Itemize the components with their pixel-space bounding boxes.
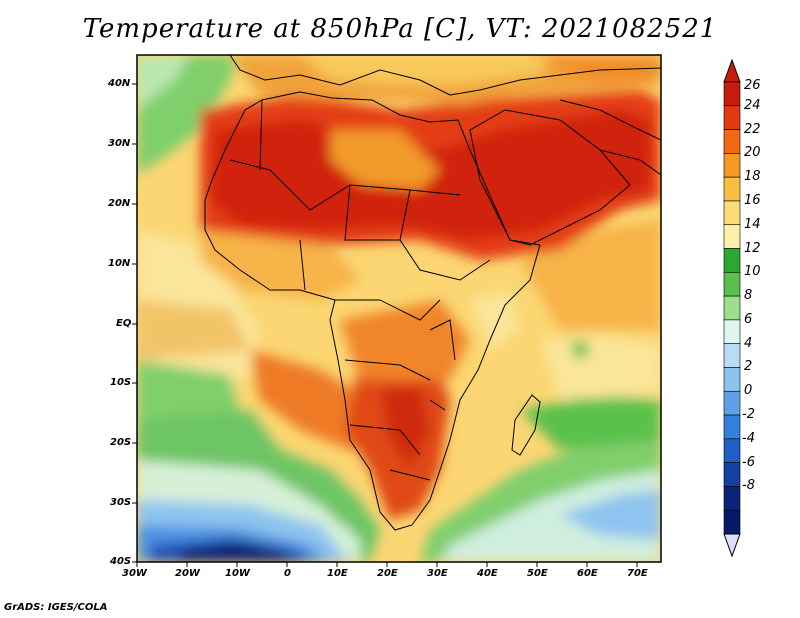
- lat-label-40n: 40N: [108, 78, 131, 89]
- lon-label-20w: 20W: [175, 568, 200, 579]
- colorbar-label: 10: [744, 264, 761, 280]
- colorbar-box: [723, 272, 741, 297]
- colorbar-label: 12: [744, 240, 761, 256]
- colorbar-label: 14: [744, 216, 761, 232]
- colorbar-label: 20: [744, 145, 761, 161]
- colorbar-label: -2: [742, 407, 755, 423]
- colorbar-box: [723, 176, 741, 202]
- lat-label-30n: 30N: [108, 138, 131, 149]
- colorbar-label: 8: [744, 288, 753, 304]
- footer-credit: GrADS: IGES/COLA: [4, 602, 108, 613]
- colorbar-box: [723, 224, 741, 249]
- colorbar-label: -6: [742, 454, 755, 470]
- lon-label-30w: 30W: [122, 568, 147, 579]
- colorbar-label: 6: [744, 311, 753, 327]
- lon-label-10e: 10E: [327, 568, 348, 579]
- lon-label-10w: 10W: [225, 568, 250, 579]
- colorbar-box: [723, 367, 741, 392]
- colorbar-box: [723, 200, 741, 226]
- lon-label-70e: 70E: [627, 568, 648, 579]
- colorbar-box: [723, 462, 741, 487]
- lon-label-30e: 30E: [427, 568, 448, 579]
- colorbar-box: [723, 414, 741, 440]
- colorbar-box: [723, 153, 741, 178]
- colorbar-boxes: [723, 81, 741, 535]
- temperature-field: [137, 55, 661, 562]
- lat-label-30s: 30S: [110, 497, 132, 508]
- colorbar-bottom-arrow: [723, 533, 741, 558]
- colorbar-box: [723, 343, 741, 368]
- lat-label-10n: 10N: [108, 258, 131, 269]
- colorbar-label: 18: [744, 169, 761, 185]
- lat-label-20n: 20N: [108, 198, 131, 209]
- colorbar-box: [723, 438, 741, 463]
- colorbar-label: 0: [744, 383, 753, 399]
- colorbar-box: [723, 105, 741, 130]
- map-title: Temperature at 850hPa [C], VT: 202108252…: [82, 14, 718, 44]
- lon-label-60e: 60E: [577, 568, 598, 579]
- colorbar-label: 2: [744, 359, 753, 375]
- axis-ticks: [132, 83, 638, 567]
- colorbar-top-arrow: [723, 58, 741, 83]
- lat-label-10s: 10S: [110, 377, 132, 388]
- colorbar: [723, 58, 741, 558]
- lon-label-20e: 20E: [377, 568, 398, 579]
- colorbar-box: [723, 486, 741, 511]
- lon-label-0: 0: [284, 568, 291, 579]
- lat-label-eq: EQ: [116, 318, 132, 329]
- colorbar-label: 24: [744, 97, 761, 113]
- colorbar-box: [723, 390, 741, 416]
- colorbar-label: 4: [744, 335, 753, 351]
- lat-label-40s: 40S: [110, 556, 132, 567]
- colorbar-label: -4: [742, 430, 755, 446]
- colorbar-box: [723, 248, 741, 273]
- lon-label-50e: 50E: [527, 568, 548, 579]
- colorbar-box: [723, 295, 741, 321]
- colorbar-box: [723, 509, 741, 535]
- lon-label-40e: 40E: [477, 568, 498, 579]
- colorbar-box: [723, 129, 741, 154]
- lat-label-20s: 20S: [110, 437, 132, 448]
- colorbar-label: 22: [744, 121, 761, 137]
- colorbar-box: [723, 319, 741, 344]
- colorbar-label: 26: [744, 78, 761, 93]
- colorbar-label: -8: [742, 478, 755, 494]
- colorbar-label: 16: [744, 192, 761, 208]
- coastlines: [204, 55, 661, 531]
- colorbar-box: [723, 81, 741, 107]
- map-frame: [136, 54, 662, 563]
